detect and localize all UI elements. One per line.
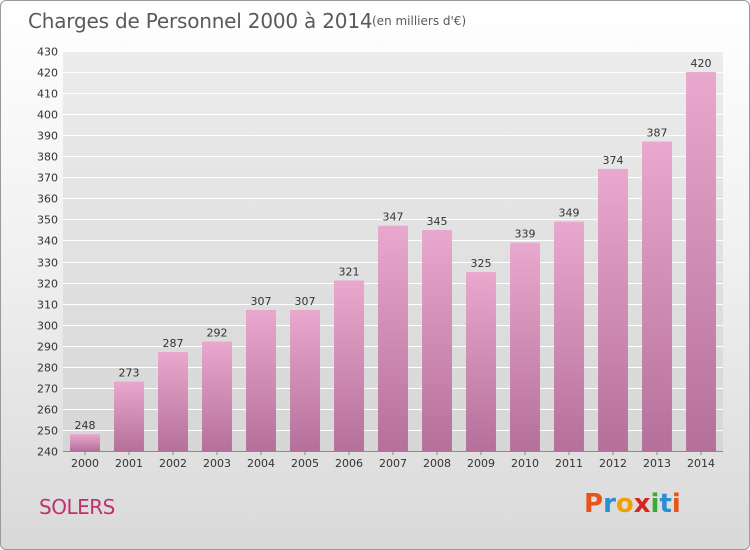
y-tick-label: 380 (37, 151, 58, 164)
bar-2009 (466, 272, 496, 451)
data-label: 349 (559, 207, 580, 220)
data-label: 307 (251, 295, 272, 308)
proxiti-logo: Proxiti (584, 489, 681, 519)
data-label: 347 (383, 211, 404, 224)
y-tick-label: 400 (37, 109, 58, 122)
x-tick-label: 2014 (687, 457, 715, 470)
commune-name: SOLERS (39, 495, 115, 519)
y-tick-label: 360 (37, 193, 58, 206)
y-tick-label: 370 (37, 172, 58, 185)
bar-2014 (686, 72, 716, 451)
x-tick-label: 2005 (291, 457, 319, 470)
data-label: 325 (471, 257, 492, 270)
bar-2006 (334, 280, 364, 451)
chart-title: Charges de Personnel 2000 à 2014 (28, 9, 373, 33)
x-tick-label: 2011 (555, 457, 583, 470)
bar-2005 (290, 309, 320, 451)
y-tick-label: 340 (37, 235, 58, 248)
y-tick-label: 330 (37, 257, 58, 270)
bar-2013 (642, 141, 672, 452)
data-label: 307 (295, 295, 316, 308)
data-label: 339 (515, 228, 536, 241)
x-tick-label: 2013 (643, 457, 671, 470)
y-tick-label: 240 (37, 446, 58, 459)
logo-letter: i (650, 489, 660, 519)
data-label: 273 (119, 367, 140, 380)
y-tick-label: 290 (37, 341, 58, 354)
data-label: 248 (75, 419, 96, 432)
y-tick-label: 250 (37, 425, 58, 438)
x-tick-label: 2012 (599, 457, 627, 470)
bar-2012 (598, 168, 628, 452)
logo-letter: i (671, 489, 681, 519)
y-tick-label: 260 (37, 404, 58, 417)
x-tick-label: 2001 (115, 457, 143, 470)
y-tick-label: 410 (37, 88, 58, 101)
data-label: 420 (691, 57, 712, 70)
bar-2003 (202, 341, 232, 451)
y-tick-label: 350 (37, 214, 58, 227)
y-tick-label: 270 (37, 383, 58, 396)
y-tick-label: 420 (37, 67, 58, 80)
y-tick-label: 320 (37, 278, 58, 291)
bar-2002 (158, 352, 188, 451)
x-tick-label: 2007 (379, 457, 407, 470)
data-label: 287 (163, 337, 184, 350)
data-label: 321 (339, 265, 360, 278)
bar-2000 (70, 434, 100, 451)
x-tick-label: 2003 (203, 457, 231, 470)
bar-2004 (246, 309, 276, 451)
x-tick-label: 2008 (423, 457, 451, 470)
y-axis-ticks: 240 250 260 270 280 290 300 310 320 330 340 350 360 3… (37, 46, 58, 459)
y-tick-label: 280 (37, 362, 58, 375)
chart-subtitle: (en milliers d'€) (372, 14, 467, 28)
x-tick-label: 2002 (159, 457, 187, 470)
bar-2001 (114, 381, 144, 451)
bars: 248 273 287 292 307 307 321 347 345 325 339 349 374 3… (70, 57, 716, 452)
y-tick-label: 310 (37, 299, 58, 312)
y-tick-label: 300 (37, 320, 58, 333)
x-axis-ticks: 2000 2001 2002 2003 2004 2005 2006 2007 2008 2009… (71, 451, 715, 470)
data-label: 374 (603, 154, 624, 167)
x-tick-label: 2000 (71, 457, 99, 470)
logo-letter: o (615, 489, 634, 519)
x-tick-label: 2006 (335, 457, 363, 470)
y-tick-label: 430 (37, 46, 58, 59)
x-tick-label: 2004 (247, 457, 275, 470)
logo-letter: P (584, 489, 604, 519)
logo-letter: t (659, 489, 672, 519)
data-label: 292 (207, 327, 228, 340)
y-tick-label: 390 (37, 130, 58, 143)
bar-2007 (378, 225, 408, 451)
data-label: 345 (427, 215, 448, 228)
bar-2010 (510, 242, 540, 451)
bar-2011 (554, 221, 584, 451)
bar-2008 (422, 229, 452, 451)
x-tick-label: 2010 (511, 457, 539, 470)
x-tick-label: 2009 (467, 457, 495, 470)
logo-letter: r (603, 489, 616, 519)
data-label: 387 (647, 127, 668, 140)
logo-letter: x (633, 489, 651, 519)
